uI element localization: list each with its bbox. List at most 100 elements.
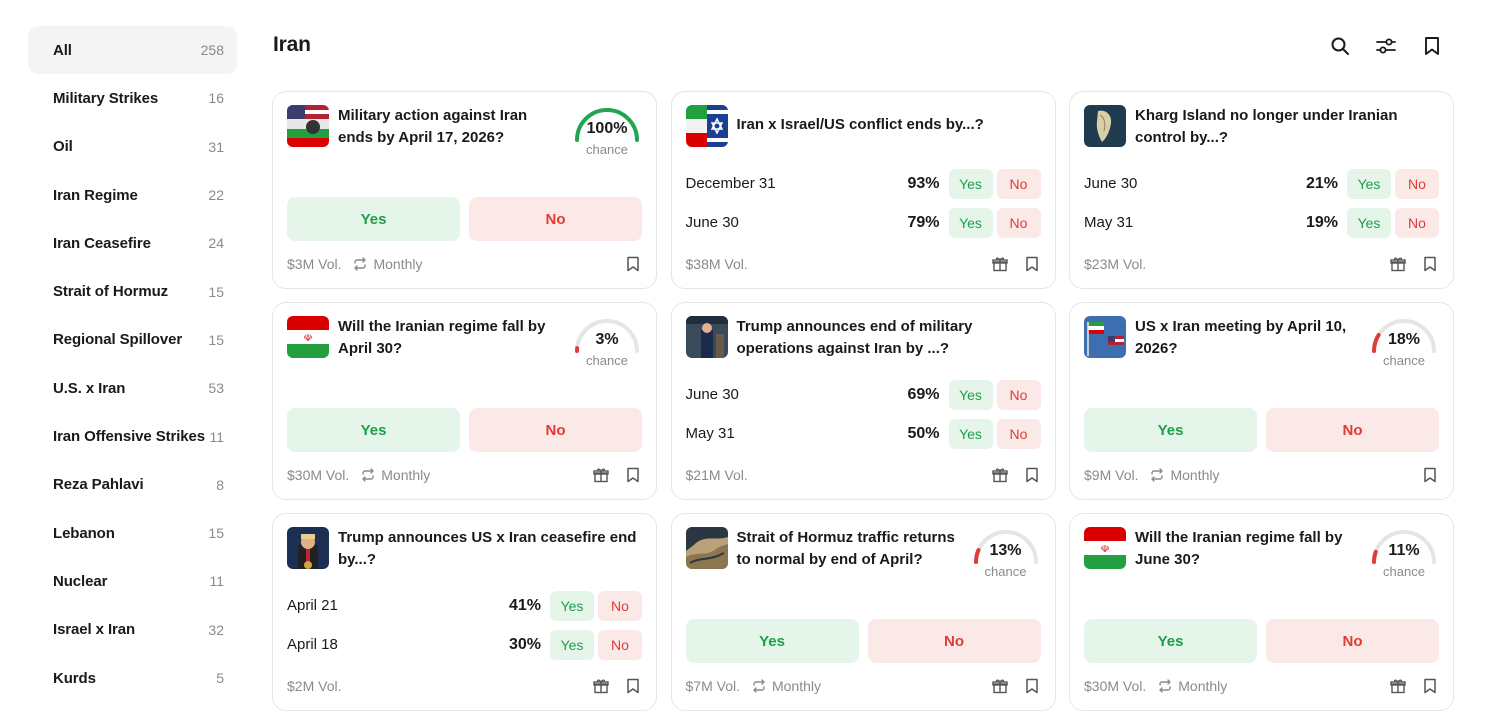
yes-button[interactable]: Yes	[1084, 408, 1257, 452]
page-title: Iran	[273, 33, 311, 56]
bookmark-icon[interactable]	[1023, 677, 1041, 695]
outcome-no-button[interactable]: No	[598, 590, 642, 621]
outcome-percent: 50%	[907, 424, 940, 442]
sidebar-item-military-strikes[interactable]: Military Strikes 16	[28, 74, 237, 122]
market-question[interactable]: US x Iran meeting by April 10, 2026?	[1135, 318, 1347, 357]
sidebar-item-reza-pahlavi[interactable]: Reza Pahlavi 8	[28, 461, 237, 509]
sidebar-item-regional-spillover[interactable]: Regional Spillover 15	[28, 316, 237, 364]
bookmark-icon[interactable]	[624, 255, 642, 273]
sidebar-item-strait-of-hormuz[interactable]: Strait of Hormuz 15	[28, 267, 237, 315]
market-card[interactable]: Military action against Iran ends by Apr…	[272, 91, 657, 289]
market-question[interactable]: Trump announces US x Iran ceasefire end …	[338, 529, 637, 568]
market-card[interactable]: ☫ Will the Iranian regime fall by April …	[272, 302, 657, 500]
market-card[interactable]: ☫ Will the Iranian regime fall by June 3…	[1069, 513, 1454, 711]
chance-value: 11%	[1388, 542, 1420, 559]
market-card[interactable]: Kharg Island no longer under Iranian con…	[1069, 91, 1454, 289]
bookmark-icon[interactable]	[1421, 677, 1439, 695]
outcome-no-button[interactable]: No	[996, 168, 1041, 199]
outcome-percent: 30%	[508, 635, 541, 653]
sidebar-item-count: 15	[208, 283, 224, 300]
filter-sliders-icon[interactable]	[1374, 34, 1398, 58]
card-footer: $21M Vol.	[686, 465, 1041, 485]
outcome-yes-button[interactable]: Yes	[550, 590, 594, 621]
market-question[interactable]: Will the Iranian regime fall by April 30…	[338, 318, 546, 357]
search-icon[interactable]	[1328, 34, 1352, 58]
market-card[interactable]: Strait of Hormuz traffic returns to norm…	[670, 513, 1056, 711]
chance-gauge-fill	[575, 108, 639, 142]
volume: $38M Vol.	[685, 256, 748, 272]
sidebar-item-iran-offensive-strikes[interactable]: Iran Offensive Strikes 11	[28, 412, 237, 460]
market-question[interactable]: Kharg Island no longer under Iranian con…	[1135, 107, 1398, 146]
sidebar-item-all[interactable]: All 258	[28, 26, 237, 75]
outcome-no-button[interactable]: No	[996, 379, 1041, 410]
bookmark-icon[interactable]	[624, 466, 642, 484]
market-question[interactable]: Strait of Hormuz traffic returns to norm…	[736, 529, 955, 568]
gift-icon[interactable]	[592, 677, 610, 695]
volume: $23M Vol.	[1084, 256, 1147, 272]
volume: $3M Vol.	[287, 256, 342, 272]
outcome-yes-button[interactable]: Yes	[1347, 168, 1391, 199]
sidebar-item-count: 15	[208, 525, 224, 542]
outcome-no-button[interactable]: No	[1395, 207, 1439, 238]
outcome-no-button[interactable]: No	[598, 629, 642, 660]
no-button[interactable]: No	[1266, 408, 1439, 452]
card-footer: $2M Vol.	[287, 676, 642, 696]
outcome-yes-button[interactable]: Yes	[550, 629, 594, 660]
outcome-yes-button[interactable]: Yes	[1347, 207, 1391, 238]
chance-gauge-fill	[1372, 332, 1381, 353]
outcome-row: December 31 93% Yes No	[686, 164, 1041, 203]
bookmark-icon[interactable]	[1420, 34, 1444, 58]
gift-icon[interactable]	[1389, 677, 1407, 695]
outcome-list: June 30 69% Yes No May 31 50% Yes No	[686, 375, 1041, 453]
outcome-yes-button[interactable]: Yes	[948, 207, 993, 238]
sidebar-item-iran-regime[interactable]: Iran Regime 22	[28, 171, 237, 219]
outcome-yes-button[interactable]: Yes	[948, 168, 993, 199]
market-thumbnail	[685, 105, 728, 147]
outcome-percent: 79%	[907, 213, 940, 231]
bookmark-icon[interactable]	[1421, 466, 1439, 484]
market-question[interactable]: Iran x Israel/US conflict ends by...?	[736, 116, 984, 133]
no-button[interactable]: No	[867, 619, 1041, 663]
chance-label: chance	[586, 142, 628, 157]
market-question[interactable]: Military action against Iran ends by Apr…	[338, 107, 528, 146]
sidebar-item-israel-x-iran[interactable]: Israel x Iran 32	[28, 606, 237, 654]
sidebar-item-nuclear[interactable]: Nuclear 11	[28, 557, 237, 605]
outcome-row: June 30 21% Yes No	[1084, 164, 1439, 203]
svg-text:☫: ☫	[1101, 544, 1110, 555]
yes-button[interactable]: Yes	[287, 408, 460, 452]
no-button[interactable]: No	[1266, 619, 1439, 663]
gift-icon[interactable]	[991, 466, 1009, 484]
bookmark-icon[interactable]	[1421, 255, 1439, 273]
gift-icon[interactable]	[991, 255, 1009, 273]
no-button[interactable]: No	[469, 197, 642, 241]
sidebar-item-iran-ceasefire[interactable]: Iran Ceasefire 24	[28, 219, 237, 267]
gift-icon[interactable]	[991, 677, 1009, 695]
sidebar-item-oil[interactable]: Oil 31	[28, 123, 237, 171]
outcome-yes-button[interactable]: Yes	[948, 418, 993, 449]
bookmark-icon[interactable]	[624, 677, 642, 695]
outcome-no-button[interactable]: No	[996, 207, 1041, 238]
bookmark-icon[interactable]	[1023, 255, 1041, 273]
outcome-yes-button[interactable]: Yes	[948, 379, 993, 410]
yes-button[interactable]: Yes	[685, 619, 859, 663]
market-card[interactable]: Iran x Israel/US conflict ends by...? De…	[670, 91, 1056, 289]
yes-button[interactable]: Yes	[287, 197, 460, 241]
outcome-no-button[interactable]: No	[996, 418, 1041, 449]
sidebar-item-us-x-iran[interactable]: U.S. x Iran 53	[28, 364, 237, 412]
market-thumbnail: ☫	[287, 316, 329, 358]
sidebar-item-lebanon[interactable]: Lebanon 15	[28, 509, 237, 557]
sidebar-item-label: Oil	[53, 138, 73, 156]
sidebar-item-kurds[interactable]: Kurds 5	[28, 654, 237, 702]
yes-button[interactable]: Yes	[1084, 619, 1257, 663]
market-card[interactable]: US x Iran meeting by April 10, 2026? 18%…	[1069, 302, 1454, 500]
gift-icon[interactable]	[1389, 255, 1407, 273]
market-question[interactable]: Will the Iranian regime fall by June 30?	[1135, 529, 1343, 568]
gift-icon[interactable]	[592, 466, 610, 484]
market-card[interactable]: Trump announces end of military operatio…	[670, 302, 1056, 500]
sidebar-item-count: 258	[200, 42, 224, 59]
market-card[interactable]: Trump announces US x Iran ceasefire end …	[272, 513, 657, 711]
outcome-no-button[interactable]: No	[1395, 168, 1439, 199]
no-button[interactable]: No	[469, 408, 642, 452]
market-question[interactable]: Trump announces end of military operatio…	[736, 318, 973, 357]
bookmark-icon[interactable]	[1023, 466, 1041, 484]
